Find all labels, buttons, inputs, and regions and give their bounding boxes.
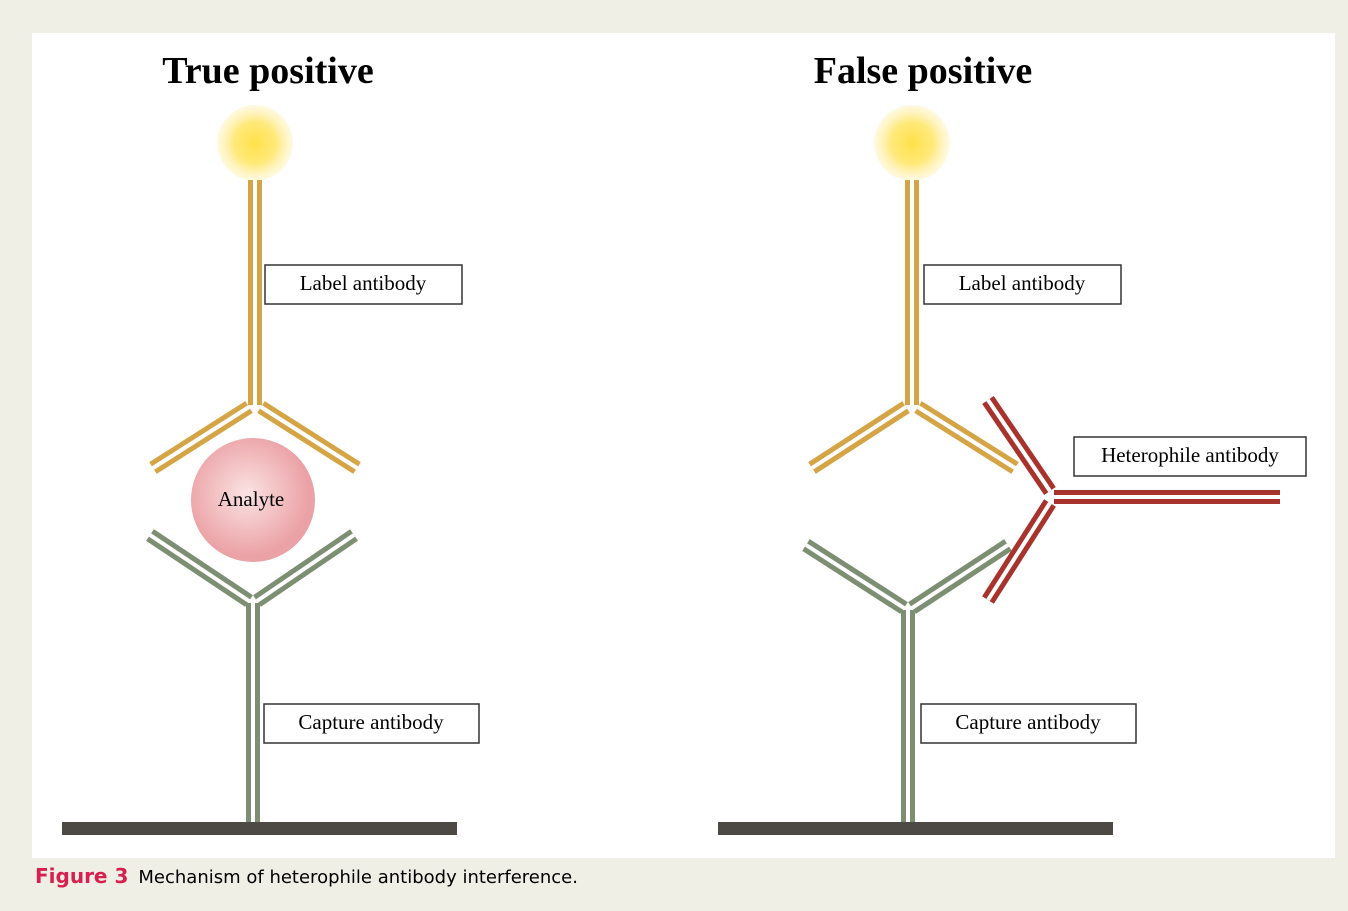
label-glow (874, 105, 950, 181)
heterophile-antibody-label: Heterophile antibody (1101, 443, 1279, 467)
label-box (923, 264, 1122, 305)
panel-title: False positive (814, 50, 1032, 92)
label-glow (217, 105, 293, 181)
label-antibody (149, 180, 361, 474)
panel-title: True positive (162, 50, 373, 92)
heterophile-antibody (982, 396, 1280, 604)
label-antibody-label: Label antibody (300, 271, 427, 295)
capture-antibody (802, 539, 1012, 822)
label-box (264, 264, 463, 305)
label-box (1073, 436, 1307, 477)
label-box (920, 703, 1137, 744)
label-antibody (808, 180, 1019, 474)
label-antibody-label: Label antibody (959, 271, 1086, 295)
caption: Figure 3 Mechanism of heterophile antibod… (35, 864, 578, 888)
capture-antibody-label: Capture antibody (955, 710, 1101, 734)
analyte (191, 438, 315, 562)
capture-antibody (146, 529, 358, 822)
caption-text: Mechanism of heterophile antibody interf… (138, 867, 578, 888)
caption-label: Figure 3 (35, 864, 128, 888)
capture-antibody-label: Capture antibody (298, 710, 444, 734)
label-box (263, 703, 480, 744)
analyte-label: Analyte (218, 487, 284, 511)
surface (62, 822, 457, 835)
surface (718, 822, 1113, 835)
